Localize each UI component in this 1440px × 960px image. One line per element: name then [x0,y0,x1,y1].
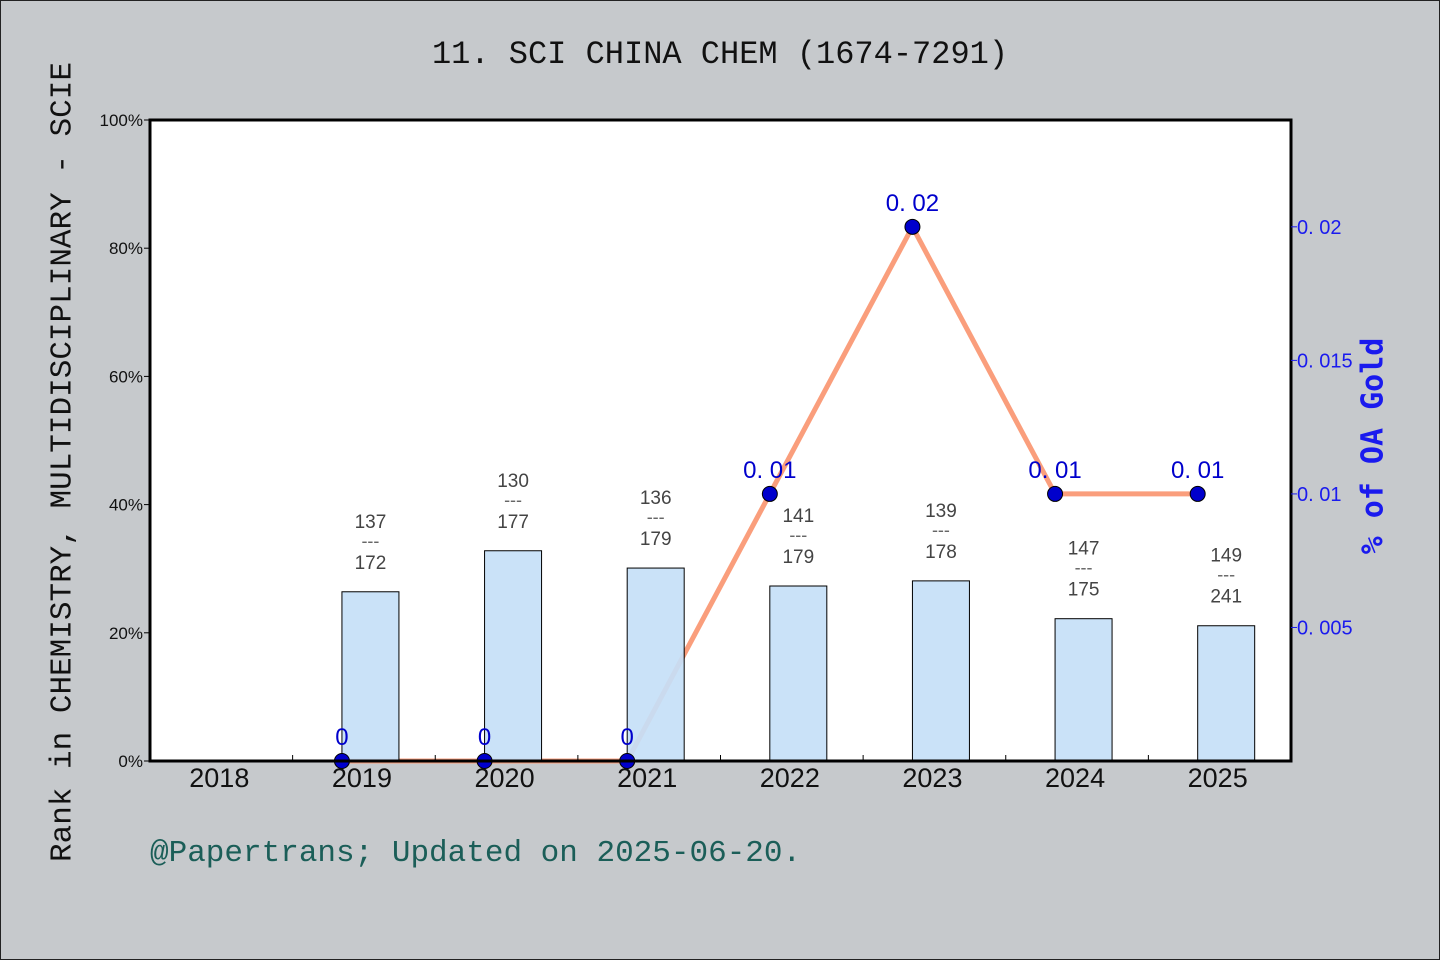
bar-label-rank: 139 [925,501,957,522]
rank-bar [1054,618,1113,762]
x-tick-label: 2020 [475,763,535,793]
y2-tick-label: 0. 015 [1297,350,1353,372]
y-tick-label: 20% [109,624,143,643]
y-tick-label: 80% [109,239,143,258]
bar-label-total: 179 [782,547,814,568]
bar-label-total: 172 [355,553,387,574]
bar-label-rank: 137 [355,512,387,533]
chart-title: 11. SCI CHINA CHEM (1674-7291) [431,36,1009,73]
y-tick-label: 0% [118,752,143,771]
oa-gold-value-label: 0. 01 [743,457,796,484]
bar-label-total: 179 [640,529,672,550]
x-tick-label: 2023 [902,763,962,793]
y-tick-label: 40% [109,496,143,515]
rank-bar [911,580,970,762]
bar-label-rank: 136 [640,488,672,509]
x-tick-label: 2019 [332,763,392,793]
bar-label-divider: --- [647,507,665,527]
bar-label-divider: --- [361,531,379,551]
y-tick-label: 60% [109,367,143,386]
plot-area [150,120,1291,761]
rank-bar [1197,625,1256,762]
bar-label-rank: 130 [497,471,529,492]
oa-gold-value-label: 0 [335,724,348,751]
bar-label-divider: --- [504,490,522,510]
x-tick-label: 2025 [1188,763,1248,793]
bar-label-rank: 149 [1210,546,1242,567]
rank-bar [484,550,543,762]
bar-label-total: 241 [1210,587,1242,608]
y2-tick-label: 0. 005 [1297,617,1353,639]
x-tick-label: 2021 [617,763,677,793]
bar-label-divider: --- [1217,565,1235,585]
footer-credit: @Papertrans; Updated on 2025-06-20. [150,836,802,871]
oa-gold-marker [761,485,778,502]
oa-gold-value-label: 0. 02 [886,190,939,217]
oa-gold-value-label: 0. 01 [1028,457,1081,484]
oa-gold-value-label: 0. 01 [1171,457,1224,484]
bar-label-rank: 141 [782,506,814,527]
x-tick-label: 2024 [1045,763,1105,793]
bar-label-rank: 147 [1068,539,1100,560]
y-tick-label: 100% [100,111,143,130]
bar-label-total: 175 [1068,580,1100,601]
bar-label-divider: --- [1075,558,1093,578]
bar-label-divider: --- [932,520,950,540]
y2-tick-label: 0. 02 [1297,217,1341,239]
oa-gold-value-label: 0 [621,724,634,751]
oa-gold-value-label: 0 [478,724,491,751]
rank-bar [769,585,828,762]
bar-label-total: 178 [925,542,957,563]
oa-gold-marker [904,218,921,235]
rank-bar [626,567,685,762]
bar-label-total: 177 [497,512,529,533]
rank-bar [341,591,400,762]
bar-label-divider: --- [789,525,807,545]
oa-gold-marker [1189,485,1206,502]
x-tick-label: 2018 [189,763,249,793]
oa-gold-marker [1047,485,1064,502]
y2-tick-label: 0. 01 [1297,484,1341,506]
x-tick-label: 2022 [760,763,820,793]
